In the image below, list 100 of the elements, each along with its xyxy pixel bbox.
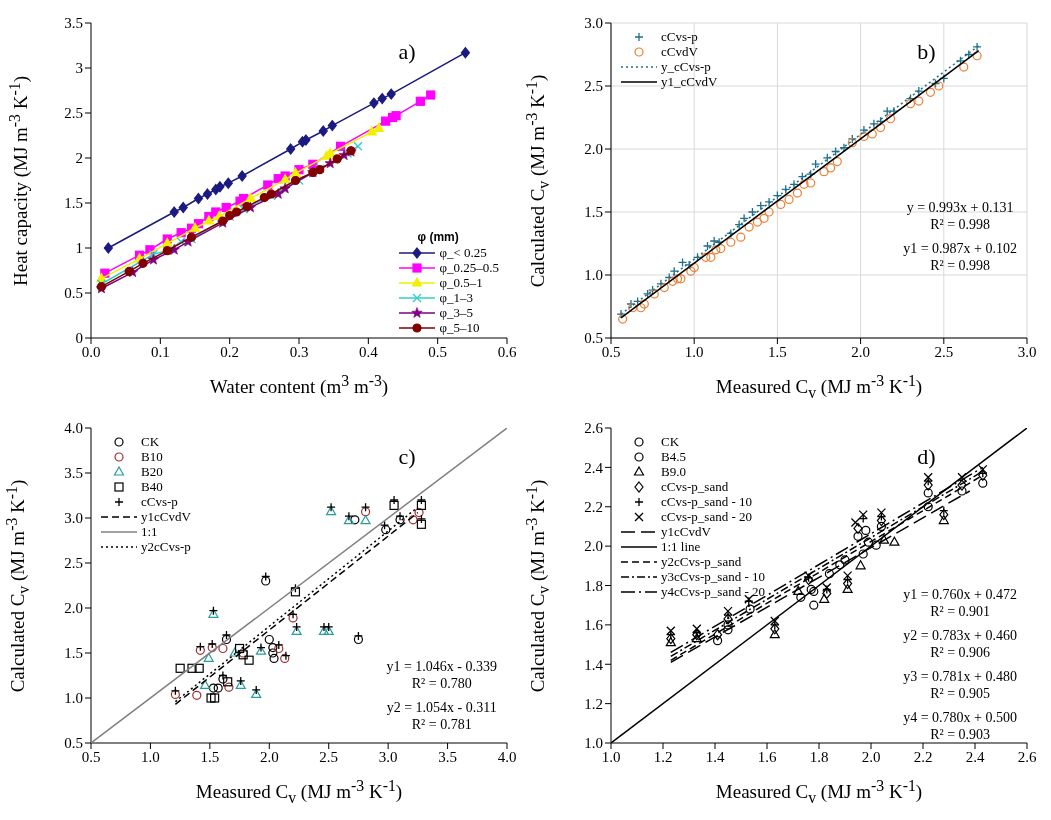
y-tick-label: 1.5 — [64, 645, 83, 662]
legend-label: y2cCvs-p_sand — [661, 554, 742, 569]
x-tick-label: 2.5 — [934, 343, 954, 360]
legend-label: B10 — [141, 449, 163, 464]
annotation: y1 = 0.760x + 0.472 — [903, 585, 1017, 603]
x-tick-label: 0.2 — [220, 343, 240, 360]
legend-label: φ_< 0.25 — [439, 245, 487, 260]
y-tick-label: 1.4 — [584, 656, 604, 673]
y-tick-label: 1.0 — [584, 735, 603, 752]
x-axis-title: Measured C$_{v}$ (MJ m$^{-3}$ K$^{-1}$) — [714, 372, 924, 403]
legend-title: φ (mm) — [416, 230, 460, 245]
y-tick-label: 1.5 — [64, 195, 83, 212]
x-tick-label: 4.0 — [497, 748, 517, 765]
y-tick-label: 0.5 — [64, 285, 83, 302]
annotation: a) — [398, 38, 416, 65]
y-tick-label: 1 — [75, 240, 83, 257]
annotation: R² = 0.905 — [929, 684, 992, 702]
legend-label: 1:1 — [141, 524, 158, 539]
y-tick-label: 2.2 — [584, 499, 603, 516]
legend-label: y1cCvdV — [661, 524, 711, 539]
legend-label: y_cCvs-p — [661, 59, 711, 74]
y-tick-label: 3 — [75, 60, 83, 77]
legend-label: φ_3–5 — [439, 305, 473, 320]
y-tick-label: 2.0 — [584, 141, 603, 158]
x-tick-label: 1.6 — [757, 748, 777, 765]
y-tick-label: 4.0 — [64, 420, 83, 437]
y-tick-label: 2 — [75, 150, 83, 167]
legend-label: B4.5 — [661, 449, 686, 464]
y-tick-label: 2.0 — [584, 538, 603, 555]
annotation: y2 = 0.783x + 0.460 — [903, 626, 1017, 644]
x-tick-label: 2.0 — [259, 748, 279, 765]
y-tick-label: 1.6 — [584, 617, 604, 634]
y-tick-label: 2.4 — [584, 459, 604, 476]
y-tick-label: 0 — [75, 330, 83, 347]
x-tick-label: 0.5 — [428, 343, 448, 360]
legend-label: y2cCvs-p — [141, 539, 191, 554]
x-tick-label: 0.0 — [81, 343, 101, 360]
y-tick-label: 3.0 — [64, 510, 83, 527]
y-tick-label: 2.5 — [64, 555, 83, 572]
x-tick-label: 1.2 — [653, 748, 673, 765]
legend-label: y4cCvs-p_sand - 20 — [661, 584, 765, 599]
annotation: R² = 0.781 — [410, 715, 473, 733]
annotation: R² = 0.998 — [929, 216, 992, 234]
legend-label: CK — [661, 434, 680, 449]
y-tick-label: 1.2 — [584, 695, 603, 712]
annotation: y = 0.993x + 0.131 — [905, 199, 1015, 217]
legend-label: φ_0.25–0.5 — [439, 260, 499, 275]
x-tick-label: 0.4 — [358, 343, 379, 360]
legend-label: y3cCvs-p_sand - 10 — [661, 569, 765, 584]
x-tick-label: 1.0 — [141, 748, 160, 765]
legend-label: B9.0 — [661, 464, 686, 479]
annotation: y1 = 1.046x - 0.339 — [386, 657, 497, 675]
legend-label: φ_0.5–1 — [439, 275, 483, 290]
legend-label: B40 — [141, 479, 163, 494]
legend-label: 1:1 line — [661, 539, 701, 554]
y-tick-label: 3.5 — [64, 15, 83, 32]
x-tick-label: 2.0 — [851, 343, 870, 360]
x-tick-label: 0.5 — [601, 343, 621, 360]
x-tick-label: 1.0 — [684, 343, 704, 360]
legend-label: φ_1–3 — [439, 290, 473, 305]
y-tick-label: 1.0 — [584, 267, 603, 284]
y-tick-label: 0.5 — [584, 330, 603, 347]
x-axis-title: Measured C$_{v}$ (MJ m$^{-3}$ K$^{-1}$) — [194, 777, 404, 808]
x-tick-label: 1.8 — [809, 748, 829, 765]
annotation: b) — [917, 38, 936, 65]
x-tick-label: 3.0 — [378, 748, 398, 765]
y-tick-label: 2.0 — [64, 600, 83, 617]
annotation: c) — [398, 443, 416, 470]
x-tick-label: 0.1 — [150, 343, 170, 360]
annotation: y1 = 0.987x + 0.102 — [903, 240, 1017, 258]
x-tick-label: 1.4 — [705, 748, 725, 765]
legend-label: cCvs-p_sand — [661, 479, 729, 494]
y-tick-label: 3.0 — [584, 15, 603, 32]
x-tick-label: 2.0 — [861, 748, 881, 765]
annotation: R² = 0.901 — [929, 602, 992, 620]
y-tick-label: 1.5 — [584, 204, 603, 221]
x-tick-label: 0.3 — [289, 343, 309, 360]
x-tick-label: 3.5 — [438, 748, 457, 765]
legend-label: φ_5–10 — [439, 320, 480, 335]
y-tick-label: 2.6 — [584, 420, 604, 437]
x-axis-title: Measured C$_{v}$ (MJ m$^{-3}$ K$^{-1}$) — [714, 777, 924, 808]
x-tick-label: 2.4 — [965, 748, 985, 765]
annotation: R² = 0.906 — [929, 643, 992, 661]
y-tick-label: 1.8 — [584, 577, 603, 594]
y-tick-label: 1.0 — [64, 690, 83, 707]
legend-label: y1cCvdV — [141, 509, 191, 524]
x-tick-label: 0.6 — [497, 343, 517, 360]
annotation: y3 = 0.781x + 0.480 — [903, 667, 1017, 685]
legend-label: cCvs-p — [141, 494, 178, 509]
annotation: y2 = 1.054x - 0.311 — [386, 698, 497, 716]
legend-label: y1_cCvdV — [661, 74, 718, 89]
annotation: R² = 0.903 — [929, 725, 992, 743]
x-tick-label: 2.6 — [1017, 748, 1037, 765]
annotation: R² = 0.780 — [410, 674, 473, 692]
x-tick-label: 1.5 — [200, 748, 220, 765]
annotation: d) — [917, 443, 936, 470]
x-tick-label: 2.2 — [913, 748, 933, 765]
y-tick-label: 2.5 — [584, 78, 603, 95]
legend-label: cCvs-p_sand - 10 — [661, 494, 752, 509]
y-tick-label: 2.5 — [64, 105, 83, 122]
